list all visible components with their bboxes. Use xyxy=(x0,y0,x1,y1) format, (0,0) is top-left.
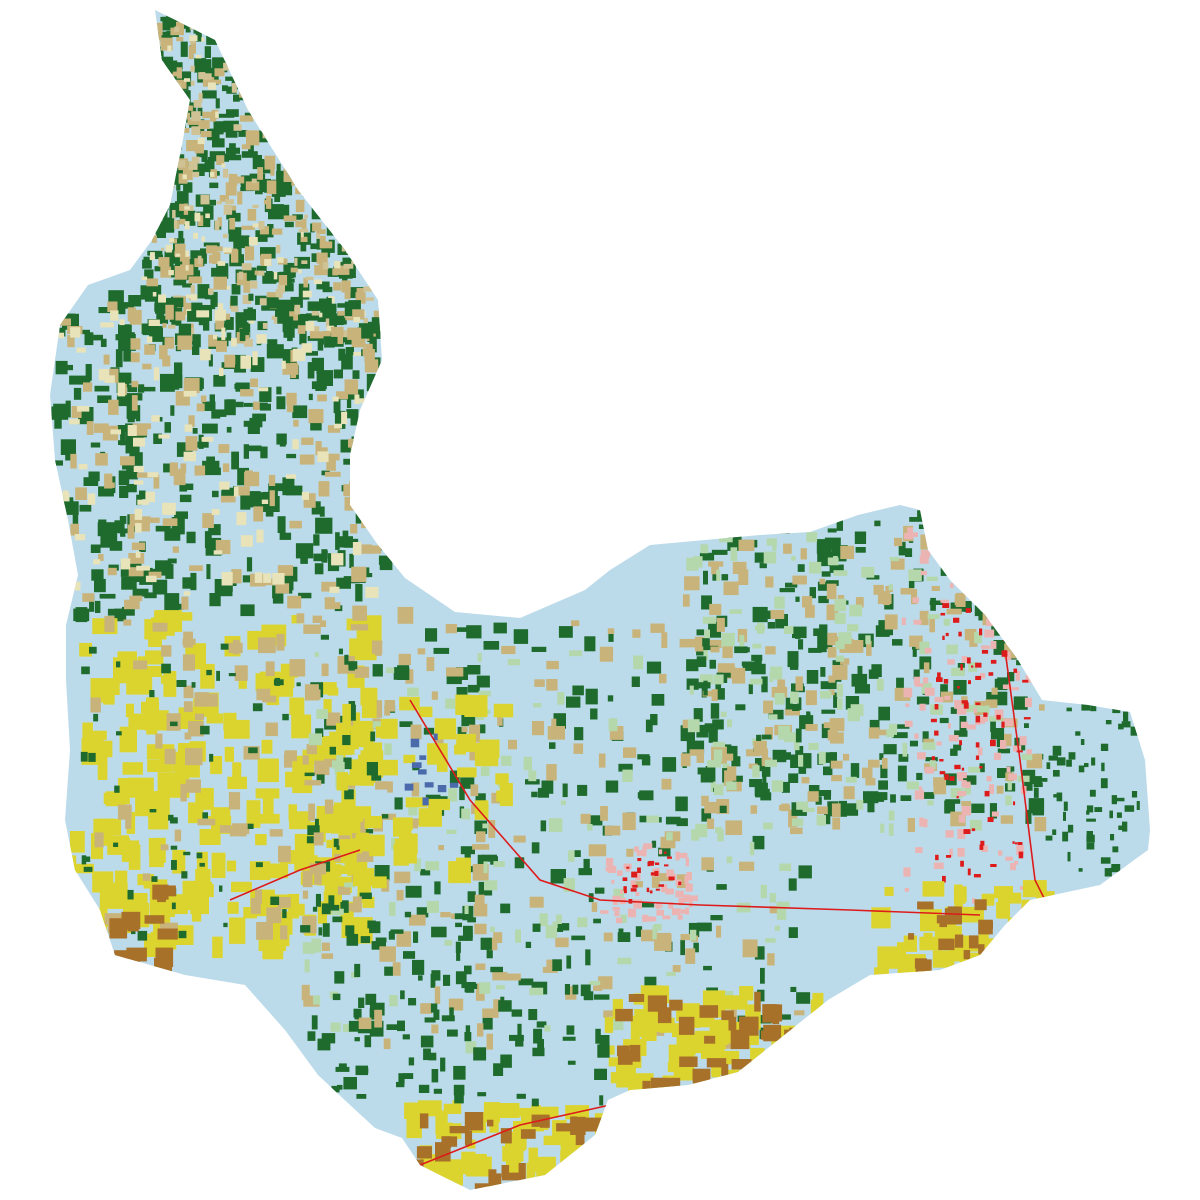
shrub-patches-east xyxy=(680,524,1048,832)
forest-patches-southwest xyxy=(80,643,382,941)
road-lines xyxy=(229,649,1046,1166)
developed-high-town xyxy=(622,851,682,904)
barren-patches-southeast xyxy=(908,899,993,973)
shrub-patches-southwest xyxy=(90,602,422,940)
crop-patches-central xyxy=(335,694,514,889)
forest-patches-south xyxy=(307,903,610,1109)
forest-patches-far-east xyxy=(1041,703,1143,877)
herb-patches-west xyxy=(56,303,390,598)
water-patches-central xyxy=(404,733,459,806)
developed-high-east xyxy=(930,603,1031,883)
land-cover-layer xyxy=(50,10,1143,1190)
